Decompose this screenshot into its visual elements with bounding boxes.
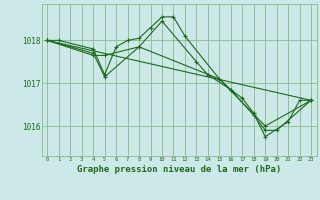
- X-axis label: Graphe pression niveau de la mer (hPa): Graphe pression niveau de la mer (hPa): [77, 165, 281, 174]
